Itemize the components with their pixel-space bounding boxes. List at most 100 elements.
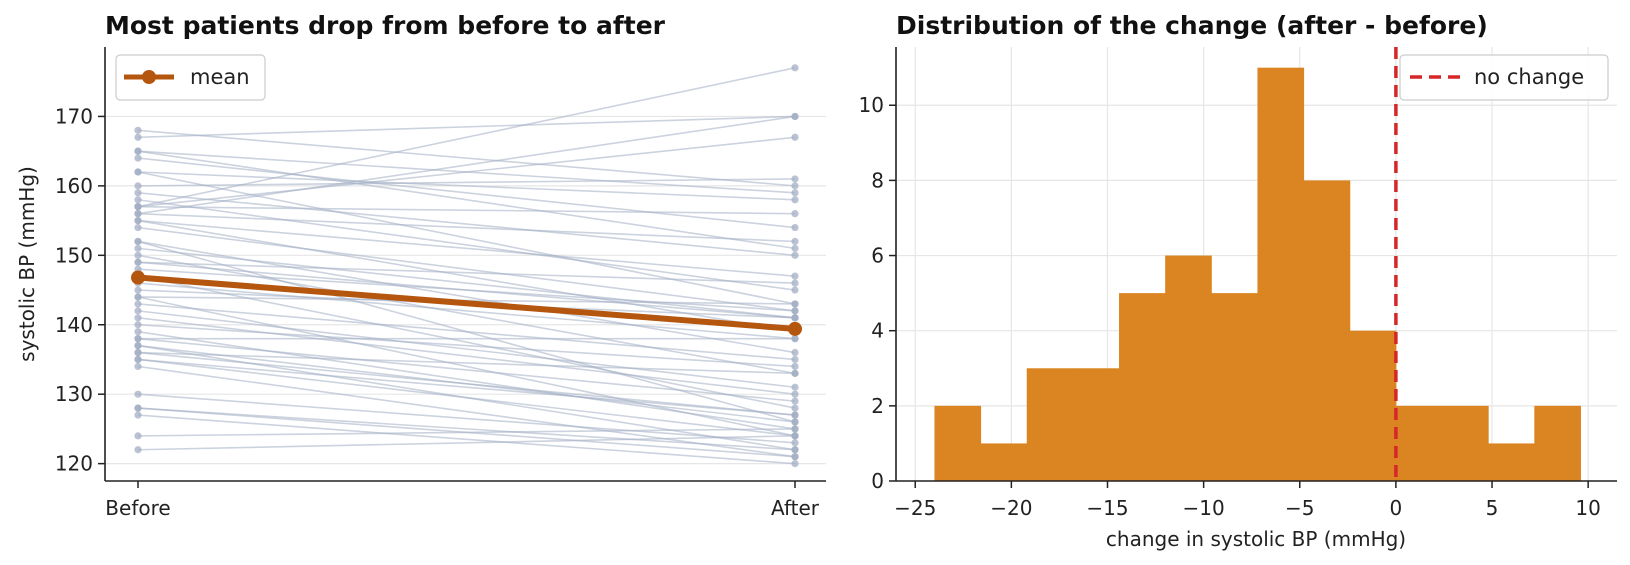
patient-line [137, 268, 796, 312]
right-legend: no change [1399, 54, 1609, 101]
patient-line [137, 178, 796, 187]
histogram-bar [1165, 255, 1212, 481]
patient-line [137, 414, 796, 465]
patient-point-after [791, 446, 799, 454]
patient-point-before [134, 210, 142, 218]
patient-point-after [791, 286, 799, 294]
patient-point-after [791, 223, 799, 232]
right-chart-title: Distribution of the change (after - befo… [896, 11, 1488, 40]
patient-line [137, 198, 796, 291]
patient-point-before [134, 293, 142, 301]
patient-line [137, 275, 796, 409]
patient-line [137, 261, 796, 284]
patient-point-before [134, 411, 142, 419]
patient-point-before [134, 189, 142, 197]
patient-point-after [791, 369, 799, 377]
histogram-bar [1442, 405, 1489, 481]
patient-point-after [791, 355, 799, 364]
right-x-ticks: −25 −20 −15 −10 −5 0 5 10 [894, 481, 1601, 520]
patient-line [137, 129, 796, 187]
histogram-bar [1072, 368, 1120, 481]
patient-point-after [791, 307, 799, 315]
patient-line [137, 254, 796, 375]
patient-line [137, 150, 796, 250]
patient-line [137, 351, 796, 375]
right-y-tick-label: 0 [871, 469, 884, 493]
right-y-tick-label: 10 [859, 93, 884, 117]
patient-point-after [791, 112, 799, 121]
patient-point-after [791, 418, 799, 426]
mean-line-group [131, 270, 802, 336]
left-legend-box [115, 54, 266, 101]
patient-point-before [134, 300, 142, 308]
patient-line [137, 205, 796, 215]
patient-point-before [134, 196, 142, 204]
left-y-tick-label: 140 [55, 313, 93, 337]
left-y-tick-label: 130 [55, 382, 93, 406]
patient-line [137, 358, 796, 416]
patient-point-before [134, 348, 142, 357]
left-y-axis-label: systolic BP (mmHg) [15, 166, 39, 362]
patient-point-before [134, 328, 142, 336]
patient-line [137, 407, 796, 451]
patient-line [137, 171, 796, 201]
left-x-tick-label: Before [105, 496, 170, 520]
histogram-bar [980, 443, 1028, 481]
patient-line [137, 330, 796, 430]
patient-point-before [134, 314, 142, 322]
patient-point-after [791, 175, 799, 183]
histogram-bar [1211, 293, 1258, 481]
left-axes [104, 47, 826, 482]
patient-point-after [791, 439, 799, 447]
left-y-tick-label: 120 [55, 452, 93, 476]
left-y-tick-label: 170 [55, 104, 93, 128]
patient-point-after [791, 133, 799, 141]
patient-point-after [791, 196, 799, 204]
patient-point-before [134, 335, 142, 343]
mean-point-before [131, 270, 145, 285]
patient-point-before [134, 237, 142, 246]
mean-legend-swatch-marker [142, 70, 156, 84]
patient-point-before [134, 223, 142, 232]
patient-line [137, 365, 796, 458]
left-y-tick-label: 150 [55, 243, 93, 267]
left-legend: mean [115, 54, 266, 101]
patient-line [137, 351, 796, 416]
histogram-bar [1119, 293, 1166, 481]
patient-lines [134, 64, 799, 468]
histogram-bar [934, 405, 982, 481]
patient-line [137, 337, 796, 402]
histogram-bar [1534, 405, 1581, 481]
patient-point-after [791, 411, 799, 419]
patient-point-before [134, 404, 142, 412]
patient-line [137, 157, 796, 229]
patient-point-before [134, 168, 142, 176]
patient-line [137, 310, 796, 389]
patient-line [137, 247, 796, 319]
patient-line [137, 67, 796, 208]
patient-line [137, 323, 796, 368]
right-y-ticks: 0 2 4 6 8 10 [859, 93, 896, 493]
patient-line [137, 115, 796, 139]
patient-line [137, 226, 796, 312]
patient-point-after [791, 390, 799, 398]
histogram-bar [1395, 405, 1443, 481]
patient-point-after [791, 432, 799, 440]
patient-line [137, 219, 796, 277]
mean-line [135, 274, 798, 332]
patient-point-after [791, 279, 799, 287]
right-x-tick-label: −10 [1183, 496, 1225, 520]
patient-point-after [791, 383, 799, 391]
patient-point-before [134, 251, 142, 259]
patient-line [137, 136, 796, 208]
patient-point-after [791, 210, 799, 218]
patient-point-before [134, 432, 142, 440]
patient-point-before [134, 286, 142, 294]
histogram-bar [1349, 330, 1397, 481]
patient-line [137, 358, 796, 437]
right-x-axis-label: change in systolic BP (mmHg) [1106, 527, 1406, 551]
right-y-tick-label: 6 [871, 244, 884, 268]
left-y-tick-label: 160 [55, 174, 93, 198]
patient-point-before [134, 154, 142, 162]
histogram-bar [1488, 443, 1535, 481]
